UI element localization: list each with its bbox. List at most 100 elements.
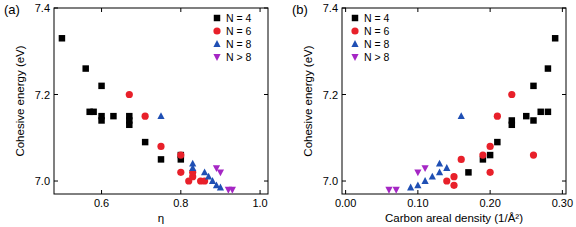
point: [178, 152, 184, 158]
y-axis-label: Cohesive energy (eV): [14, 45, 26, 156]
point: [487, 169, 494, 176]
point: [414, 181, 421, 188]
plot-frame: [54, 8, 268, 194]
point: [450, 173, 457, 180]
point: [508, 91, 515, 98]
legend-marker: [351, 54, 358, 61]
series: [407, 112, 465, 190]
x-tick: [490, 190, 491, 194]
legend-marker: [352, 15, 358, 21]
point: [59, 35, 65, 41]
x-tick: [180, 190, 181, 194]
legend: N = 4N = 6N = 8N > 8: [213, 12, 251, 63]
legend-label: N = 6: [226, 25, 252, 37]
x-tick: [417, 8, 418, 12]
point: [458, 156, 465, 163]
point: [98, 83, 104, 89]
point: [465, 169, 471, 175]
series: [59, 35, 184, 163]
point: [494, 113, 501, 120]
x-axis-label: η: [158, 212, 164, 224]
x-tick: [490, 8, 491, 12]
point: [429, 173, 436, 180]
legend-label: N = 6: [364, 25, 390, 37]
point: [443, 164, 450, 171]
y-tick: [54, 181, 58, 182]
series: [126, 91, 208, 185]
point: [177, 151, 184, 158]
legend-marker: [213, 27, 220, 34]
series: [385, 165, 428, 193]
point: [450, 182, 457, 189]
y-tick: [562, 8, 566, 9]
legend-label: N = 8: [364, 38, 390, 50]
point: [217, 184, 224, 191]
y-tick: [264, 181, 268, 182]
point: [158, 156, 164, 162]
y-tick: [562, 181, 566, 182]
point: [209, 177, 216, 184]
x-tick-label: 1.0: [252, 197, 267, 209]
point: [157, 112, 164, 119]
point: [201, 168, 208, 175]
x-tick: [260, 8, 261, 12]
legend-marker: [214, 15, 220, 21]
y-tick: [342, 8, 346, 9]
legend-marker: [213, 54, 220, 61]
y-tick: [342, 181, 346, 182]
point: [530, 151, 537, 158]
y-tick-label: 7.0: [323, 175, 338, 187]
point: [205, 173, 212, 180]
point: [487, 143, 494, 150]
legend-marker: [213, 40, 220, 47]
figure: (a)0.60.81.07.07.27.4ηCohesive energy (e…: [0, 0, 576, 227]
x-tick-label: 0.00: [335, 197, 356, 209]
x-tick-label: 0.30: [552, 197, 573, 209]
point: [393, 187, 400, 194]
point: [545, 109, 551, 115]
y-tick-label: 7.2: [323, 89, 338, 101]
point: [177, 169, 184, 176]
x-tick: [562, 8, 563, 12]
y-tick: [264, 8, 268, 9]
series: [213, 165, 236, 193]
y-tick-label: 7.4: [323, 2, 338, 14]
x-tick-label: 0.10: [407, 197, 428, 209]
x-tick: [101, 190, 102, 194]
y-tick: [54, 8, 58, 9]
point: [98, 117, 104, 123]
point: [217, 169, 224, 176]
point: [189, 164, 196, 171]
y-tick: [342, 94, 346, 95]
panel: (b)0.000.100.200.307.07.27.4Carbon areal…: [292, 2, 573, 224]
point: [537, 109, 543, 115]
x-tick: [562, 190, 563, 194]
point: [142, 113, 149, 120]
point: [436, 168, 443, 175]
legend-marker: [351, 27, 358, 34]
y-axis-label: Cohesive energy (eV): [302, 45, 314, 156]
point: [509, 122, 515, 128]
y-tick-label: 7.2: [35, 89, 50, 101]
x-tick: [345, 190, 346, 194]
panel-title: (b): [292, 2, 308, 17]
point: [458, 112, 465, 119]
point: [545, 65, 551, 71]
legend-marker: [351, 40, 358, 47]
legend: N = 4N = 6N = 8N > 8: [351, 12, 389, 63]
y-tick: [562, 94, 566, 95]
legend-label: N = 4: [364, 12, 390, 24]
point: [479, 151, 486, 158]
point: [385, 187, 392, 194]
point: [126, 113, 132, 119]
legend-label: N = 8: [226, 38, 252, 50]
series: [465, 35, 558, 176]
point: [126, 122, 132, 128]
point: [487, 152, 493, 158]
point: [421, 165, 428, 172]
legend-label: N > 8: [364, 51, 390, 63]
legend-label: N = 4: [226, 12, 252, 24]
y-tick: [264, 94, 268, 95]
x-tick: [180, 8, 181, 12]
x-tick: [260, 190, 261, 194]
